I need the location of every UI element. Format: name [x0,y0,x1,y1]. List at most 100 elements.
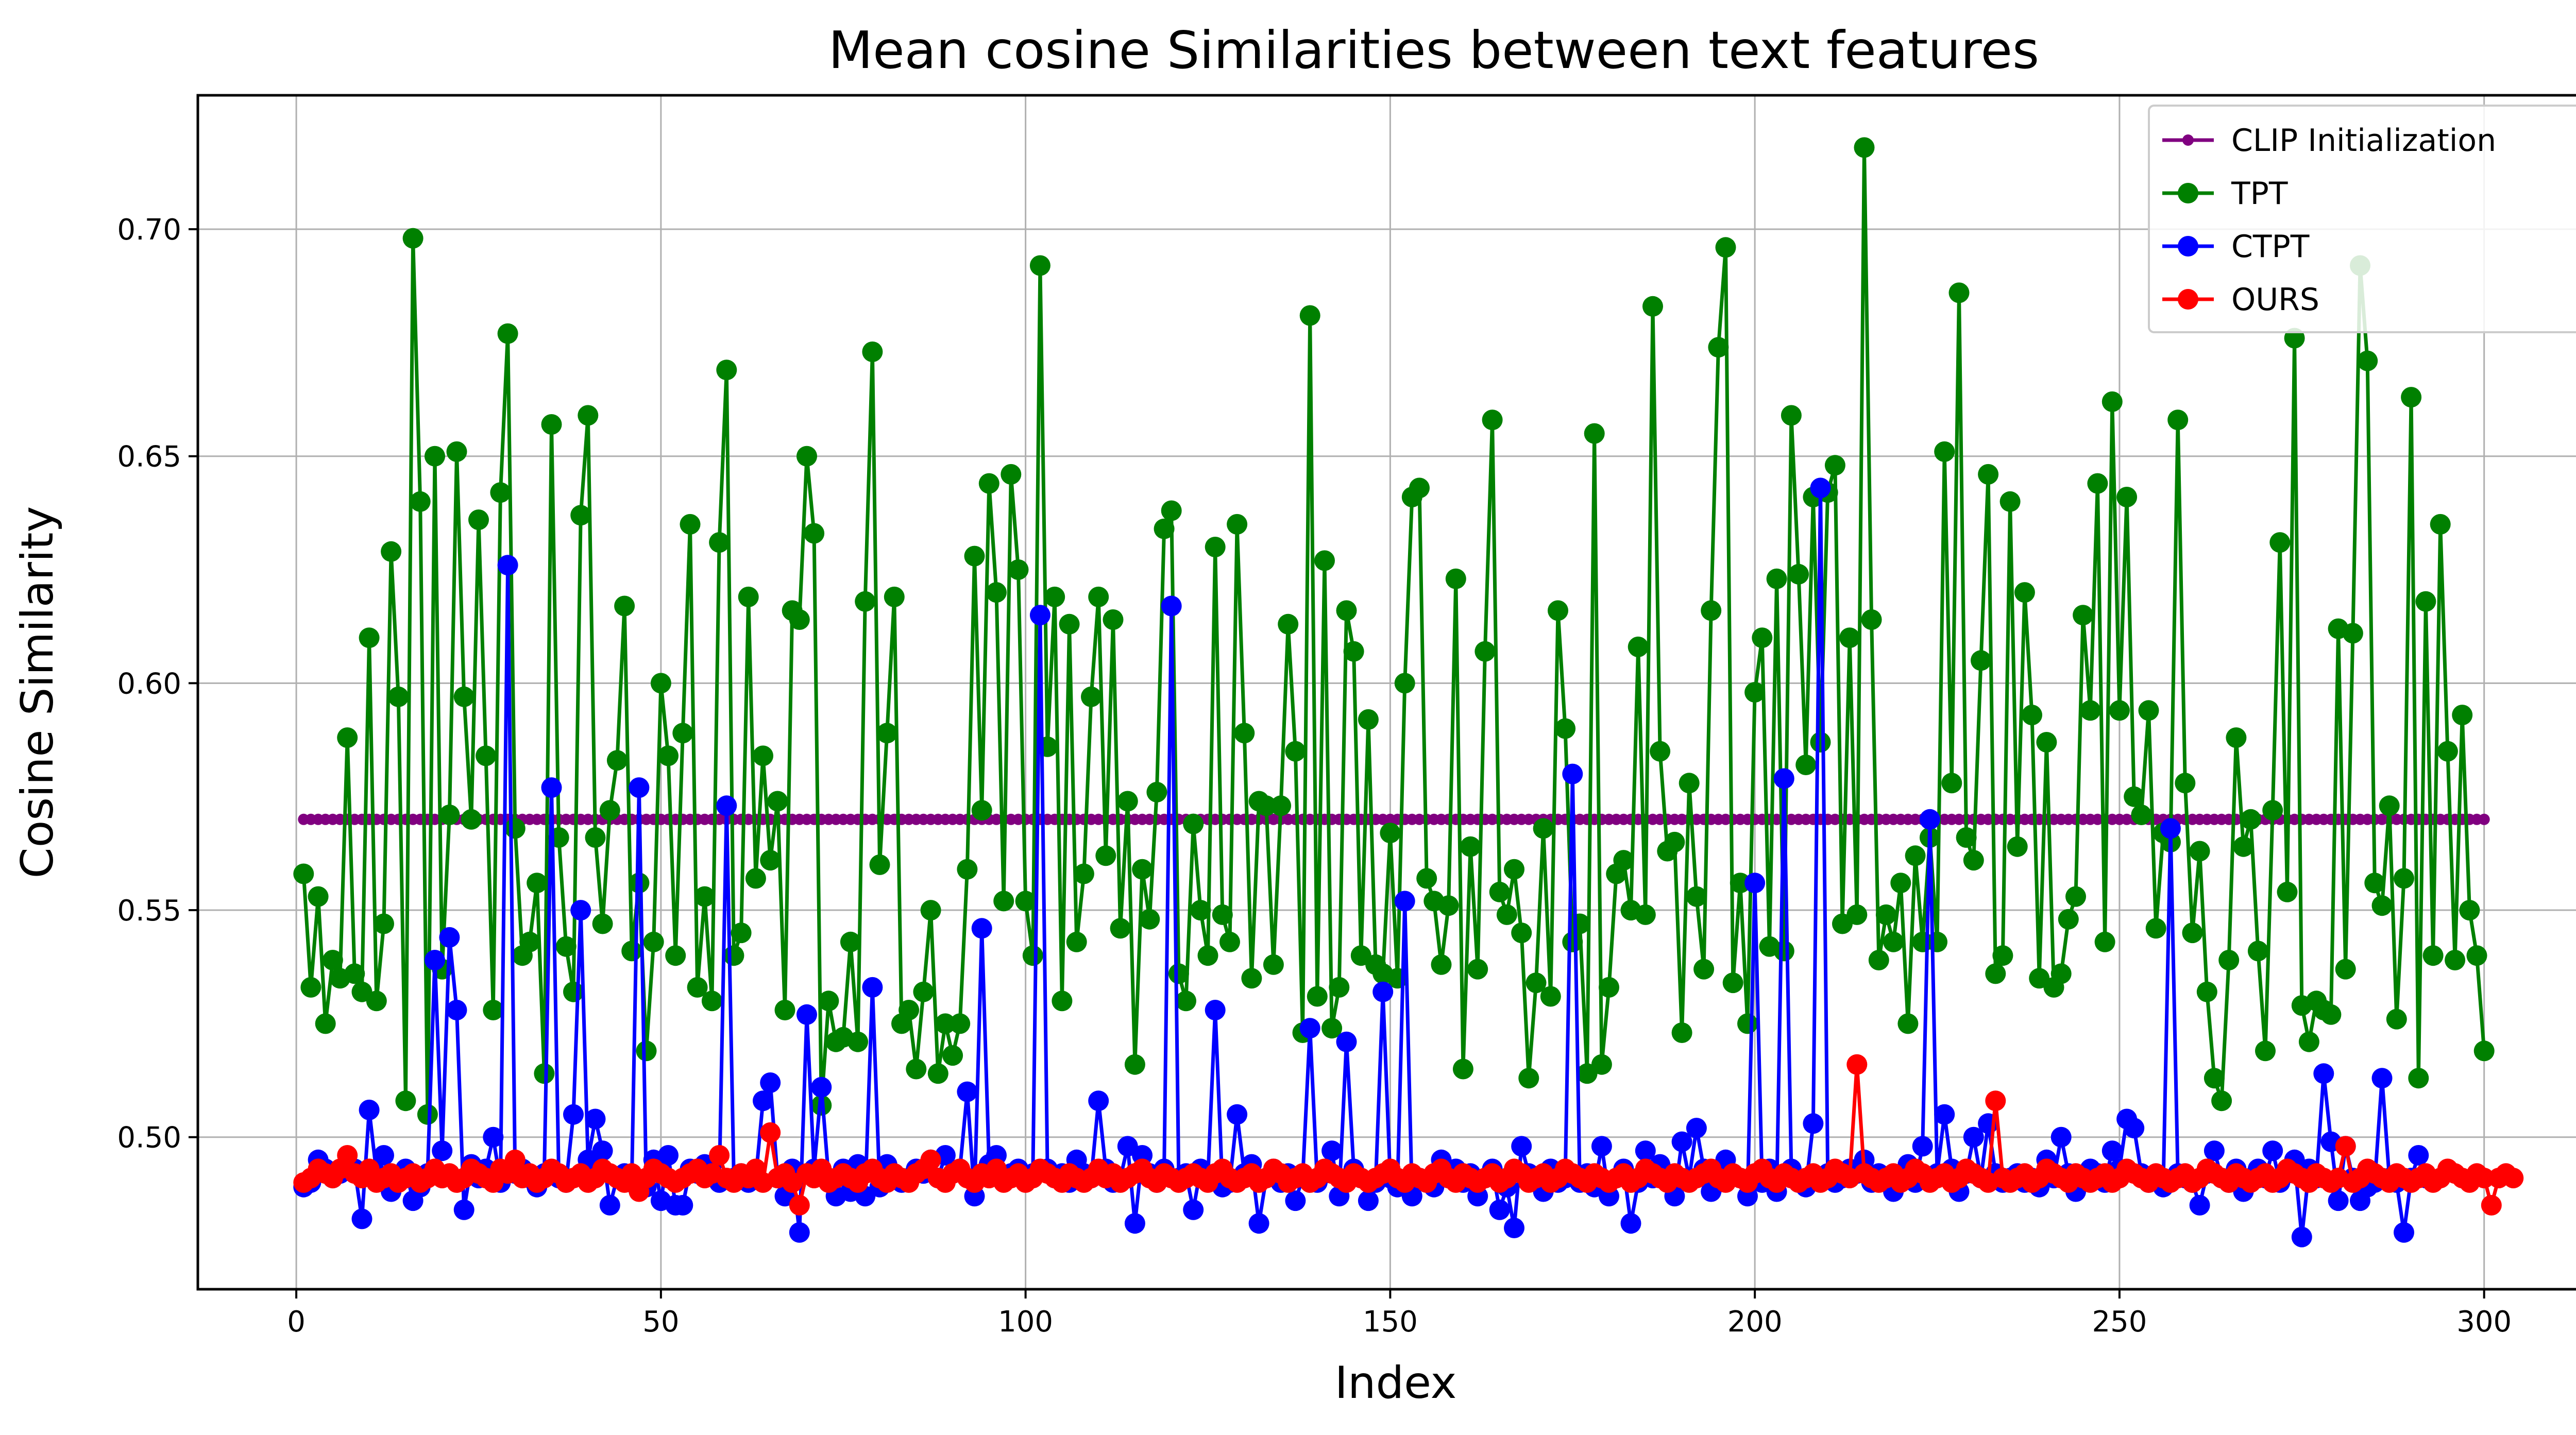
data-point [899,1000,920,1020]
data-point [971,800,992,821]
data-point [322,950,343,970]
data-point [1642,296,1663,317]
data-point [606,750,628,771]
data-point [1015,891,1036,912]
legend-label: TPT [2231,176,2288,212]
data-point [1431,954,1452,975]
x-tick-label: 100 [998,1305,1053,1339]
data-point [2050,963,2072,984]
data-point [1489,881,1510,902]
data-point [1635,1140,1656,1161]
data-point [1248,1213,1269,1234]
data-point [1591,1136,1612,1157]
data-point [804,523,825,544]
data-point [1744,682,1766,703]
data-point [2357,350,2378,371]
series-group [293,137,2524,1248]
data-point [2094,931,2115,952]
data-point [1270,795,1292,816]
data-point [1518,1068,1539,1089]
data-point [1599,977,1619,998]
data-point [293,863,314,884]
data-point [665,945,686,966]
data-point [2138,700,2159,721]
data-point [1504,1218,1524,1238]
data-point [359,627,380,648]
data-point [1526,972,1547,994]
data-point [2408,1068,2429,1089]
y-tick-label: 0.50 [117,1121,181,1155]
data-point [1212,904,1233,925]
data-point [2102,1140,2123,1161]
data-point [1569,913,1590,934]
data-point [374,1145,394,1166]
data-point [1110,918,1131,939]
data-point [519,931,540,952]
data-point [570,505,591,526]
data-point [862,977,883,998]
data-point [1285,741,1306,762]
data-point [1752,627,1773,648]
data-point [701,990,722,1012]
data-point [672,1194,693,1216]
data-point [978,473,999,494]
data-point [848,1031,869,1052]
data-point [2124,786,2145,807]
data-point [753,1090,773,1112]
x-tick-label: 250 [2092,1305,2147,1339]
data-point [1978,464,1999,485]
data-point [614,595,635,617]
y-axis-label: Cosine Similarity [12,506,63,879]
data-point [767,791,788,812]
x-tick-label: 50 [642,1305,679,1339]
data-point [2233,836,2254,857]
data-point [862,341,883,362]
data-point [432,1140,453,1161]
series-line [301,145,2486,1117]
data-point [2277,881,2298,902]
data-point [2218,950,2240,970]
data-point [337,727,358,748]
data-point [1912,1136,1933,1157]
data-point [1183,813,1204,834]
data-point [716,795,737,816]
data-point [366,990,387,1012]
data-point [1555,718,1576,739]
data-point [417,1104,438,1125]
data-point [2473,1168,2495,1189]
data-point [1985,963,2006,984]
data-point [2422,945,2444,966]
data-point [1511,1136,1532,1157]
data-point [2065,886,2086,907]
data-point [709,1145,730,1166]
data-point [1044,586,1065,607]
x-tick-label: 300 [2456,1305,2512,1339]
data-point [359,1099,380,1120]
data-point [381,541,402,562]
legend: CLIP Initialization TPT CTPT OURS [2148,105,2576,333]
data-point [1394,673,1415,694]
data-point [439,927,460,948]
data-point [950,1013,971,1034]
data-point [1416,868,1437,889]
data-point [1234,723,1255,744]
data-point [563,981,584,1002]
data-point [1613,850,1634,871]
data-point [1650,741,1671,762]
data-point [527,873,548,894]
data-point [1299,305,1320,326]
data-point [1679,773,1700,794]
data-point [869,854,890,875]
data-point [402,228,423,249]
data-point [1664,831,1685,852]
data-point [1124,1054,1145,1075]
data-point [1628,636,1649,657]
data-point [1839,627,1860,648]
data-point [374,913,394,934]
data-point [2466,945,2487,966]
data-point [592,1140,613,1161]
data-point [789,609,810,630]
data-point [2394,1222,2414,1243]
data-point [1452,1058,1473,1080]
data-point [1773,768,1794,789]
